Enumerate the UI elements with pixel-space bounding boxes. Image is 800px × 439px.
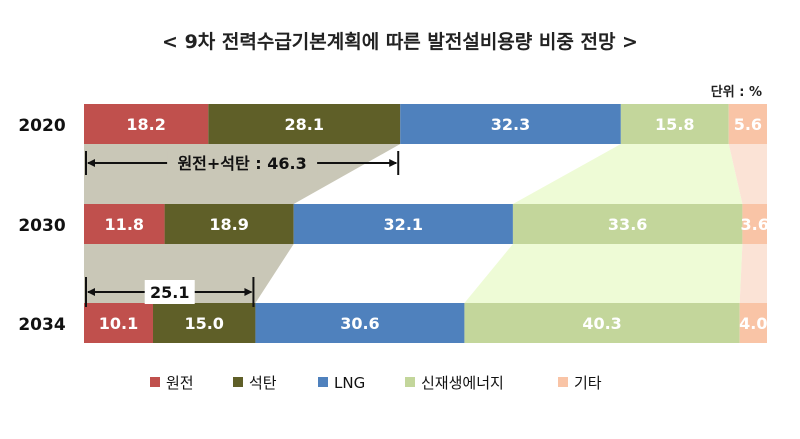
- data-label-2030-2: 32.1: [384, 215, 423, 234]
- bracket-arrow-left: [87, 288, 95, 296]
- legend-item-0: 원전: [150, 374, 194, 392]
- legend-label: 기타: [574, 374, 602, 392]
- legend-label: LNG: [334, 374, 365, 392]
- data-label-2020-3: 15.8: [655, 115, 694, 134]
- legend-swatch: [318, 377, 328, 387]
- bar-segment-2030-2: [293, 204, 513, 244]
- legend-label: 신재생에너지: [421, 374, 504, 392]
- data-label-2034-4: 4.0: [739, 314, 767, 333]
- category-labels: 2020 2030 2034: [18, 116, 65, 335]
- category-label-2034: 2034: [18, 315, 65, 335]
- bar-segment-2034-2: [255, 303, 465, 343]
- bracket-arrow-right: [244, 288, 253, 296]
- data-label-2034-2: 30.6: [340, 314, 379, 333]
- data-label-2034-1: 15.0: [184, 314, 223, 333]
- bar-segment-2020-0: [84, 104, 209, 144]
- connector-renewables-2030: [464, 244, 743, 303]
- bar-segment-2034-1: [152, 303, 256, 343]
- annotations-layer: 원전+석탄 : 46.3 25.1: [85, 151, 400, 307]
- connector-other-2030: [739, 244, 767, 303]
- data-label-2020-1: 28.1: [285, 115, 324, 134]
- legend-item-2: LNG: [318, 374, 365, 392]
- legend-label: 원전: [166, 374, 194, 392]
- data-label-2030-0: 11.8: [105, 215, 144, 234]
- bar-segment-2020-1: [208, 104, 401, 144]
- bracket-label: 원전+석탄 : 46.3: [177, 154, 306, 173]
- data-label-2020-0: 18.2: [126, 115, 165, 134]
- connector-other-2020: [728, 144, 767, 204]
- legend-swatch: [150, 377, 160, 387]
- legend-swatch: [233, 377, 243, 387]
- bar-segment-2020-3: [620, 104, 729, 144]
- bar-segment-2020-4: [728, 104, 767, 144]
- bar-segment-2034-0: [84, 303, 153, 343]
- legend-swatch: [558, 377, 568, 387]
- data-label-2020-4: 5.6: [734, 115, 762, 134]
- bracket-label: 25.1: [150, 283, 189, 302]
- bracket-label-bg: [167, 151, 318, 175]
- legend-item-1: 석탄: [233, 374, 277, 392]
- unit-label: 단위 : %: [711, 84, 762, 100]
- data-label-2030-3: 33.6: [608, 215, 647, 234]
- connector-nuclear-coal-2030: [84, 244, 294, 303]
- data-label-2030-1: 18.9: [209, 215, 248, 234]
- legend-swatch: [405, 377, 415, 387]
- bar-segment-2020-2: [400, 104, 621, 144]
- bar-segment-2030-0: [84, 204, 165, 244]
- legend-label: 석탄: [249, 374, 277, 392]
- bracket-annotation-2020: 원전+석탄 : 46.3: [85, 151, 400, 175]
- bracket-annotation-2034: 25.1: [85, 277, 255, 307]
- bracket-label-bg: [144, 280, 195, 304]
- legend: 원전 석탄 LNG 신재생에너지 기타: [150, 374, 602, 392]
- legend-item-4: 기타: [558, 374, 602, 392]
- data-label-2020-2: 32.3: [491, 115, 530, 134]
- bracket-arrow-left: [87, 159, 95, 167]
- category-label-2020: 2020: [18, 116, 65, 136]
- data-label-2034-0: 10.1: [99, 314, 138, 333]
- legend-item-3: 신재생에너지: [405, 374, 504, 392]
- connector-renewables-2020: [512, 144, 743, 204]
- data-label-2034-3: 40.3: [582, 314, 621, 333]
- bar-segment-2034-4: [739, 303, 767, 343]
- bar-segment-2030-3: [512, 204, 743, 244]
- chart-title: < 9차 전력수급기본계획에 따른 발전설비용량 비중 전망 >: [162, 31, 638, 53]
- bar-segment-2030-4: [742, 204, 767, 244]
- data-label-2030-4: 3.6: [741, 215, 769, 234]
- bar-segment-2034-3: [464, 303, 740, 343]
- bracket-arrow-right: [389, 159, 398, 167]
- bar-segment-2030-1: [164, 204, 294, 244]
- connector-layer: [84, 144, 767, 303]
- category-label-2030: 2030: [18, 216, 65, 236]
- bars-layer: 18.2 28.1 32.3 15.8 5.6 11.8 18.9 32.1 33.6 3.6 10…: [84, 104, 769, 343]
